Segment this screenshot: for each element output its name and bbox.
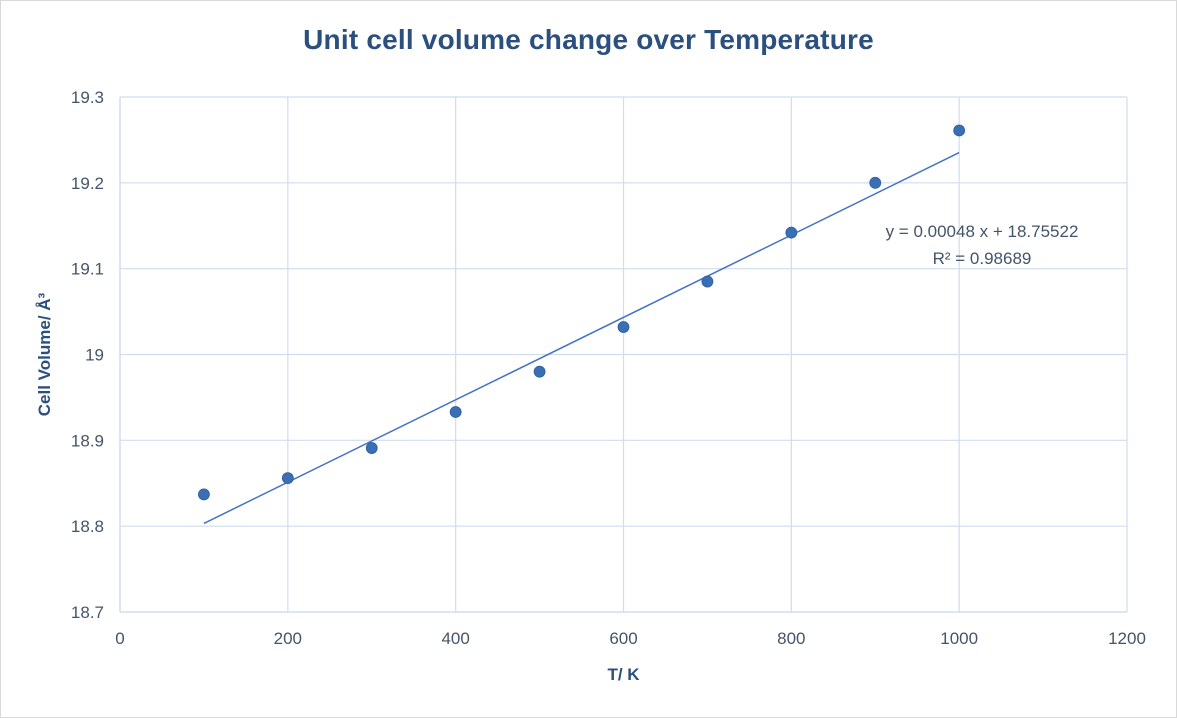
x-tick-label: 800: [777, 629, 805, 648]
x-tick-label: 200: [274, 629, 302, 648]
trendline: [203, 151, 960, 525]
data-point: [953, 124, 966, 137]
data-point: [869, 176, 882, 189]
y-tick-label: 19.1: [71, 260, 104, 279]
trendline-r2: R² = 0.98689: [933, 249, 1032, 268]
axes: [119, 97, 1127, 613]
x-tick-label: 1200: [1108, 629, 1146, 648]
data-point: [198, 488, 210, 501]
x-tick-label: 400: [441, 629, 469, 648]
y-tick-label: 19: [85, 346, 104, 365]
data-point: [701, 275, 714, 288]
data-point: [449, 406, 462, 418]
y-tick-label: 18.7: [71, 603, 104, 622]
y-tick-label: 19.3: [71, 88, 104, 107]
x-tick-label: 0: [115, 629, 124, 648]
data-point: [365, 442, 378, 454]
data-point: [533, 365, 546, 378]
trendline-layer: [203, 151, 960, 525]
y-tick-label: 18.9: [71, 431, 104, 450]
y-tick-label: 18.8: [71, 517, 104, 536]
data-point: [617, 321, 630, 333]
chart-title: Unit cell volume change over Temperature: [303, 24, 874, 55]
x-axis-title: T/ K: [607, 665, 640, 684]
tick-labels: 0 200 400 600 800 1000 1200 18.7 18.8 18.9 19 19.1 1…: [71, 88, 1146, 648]
x-tick-label: 600: [609, 629, 637, 648]
x-tick-label: 1000: [940, 629, 978, 648]
trendline-equation: y = 0.00048 x + 18.75522: [886, 222, 1079, 241]
y-axis-title: Cell Volume/ Å³: [35, 292, 54, 416]
data-point: [785, 226, 798, 239]
labels: y = 0.00048 x + 18.75522 R² = 0.98689 T/…: [35, 222, 1078, 684]
y-tick-label: 19.2: [71, 174, 104, 193]
grid-lines: [120, 96, 1128, 612]
data-points: [198, 124, 966, 501]
data-point: [281, 472, 294, 485]
